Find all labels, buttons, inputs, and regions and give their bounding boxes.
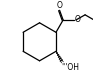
Text: '''OH: '''OH bbox=[62, 63, 80, 72]
Text: O: O bbox=[75, 15, 80, 24]
Text: O: O bbox=[57, 1, 63, 9]
